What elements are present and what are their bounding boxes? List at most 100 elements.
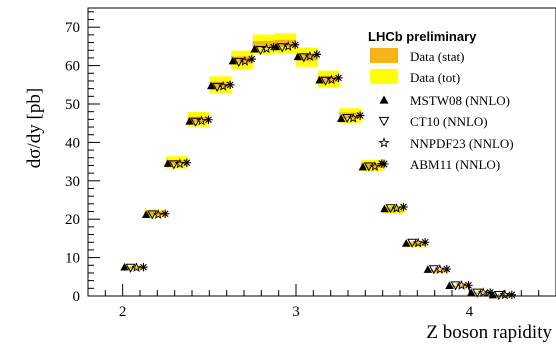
marker-open-star <box>499 289 511 300</box>
marker-asterisk <box>247 54 257 64</box>
y-tick-label: 70 <box>65 20 80 36</box>
y-tick-label: 10 <box>65 251 80 267</box>
marker-open-triangle-down <box>493 290 504 301</box>
marker-open-star <box>326 74 337 85</box>
marker-asterisk <box>160 209 170 219</box>
marker-filled-triangle-up <box>358 162 368 171</box>
marker-asterisk <box>269 42 278 52</box>
x-tick-label: 3 <box>292 304 300 320</box>
marker-open-triangle-down <box>472 288 483 298</box>
marker-open-star <box>304 50 316 61</box>
legend-label: Data (tot) <box>410 70 460 85</box>
x-axis-title: Z boson rapidity <box>426 322 552 343</box>
legend: LHCb preliminary Data (stat) Data (tot) MST… <box>368 29 514 172</box>
marker-asterisk <box>485 288 495 297</box>
marker-open-triangle-down <box>320 76 331 86</box>
marker-asterisk <box>139 263 148 272</box>
marker-filled-triangle-up <box>423 265 433 273</box>
y-tick-label: 50 <box>65 97 80 113</box>
marker-open-star <box>131 262 142 273</box>
marker-open-triangle-down <box>212 82 223 92</box>
marker-open-triangle-down <box>147 210 158 220</box>
marker-filled-triangle-up <box>120 263 129 271</box>
marker-asterisk <box>312 50 322 59</box>
marker-asterisk <box>225 80 235 89</box>
data-stat-box <box>426 269 448 273</box>
legend-title: LHCb preliminary <box>368 29 477 44</box>
marker-filled-triangle-up <box>445 281 454 289</box>
marker-asterisk <box>420 238 430 247</box>
marker-open-star <box>239 55 251 66</box>
marker-filled-triangle-up <box>315 75 324 84</box>
marker-asterisk <box>355 111 365 120</box>
marker-open-triangle-down <box>255 45 266 56</box>
marker-open-star <box>434 264 446 274</box>
y-tick-label: 40 <box>65 135 80 151</box>
y-axis-title: dσ/dy [pb] <box>24 88 45 168</box>
marker-filled-triangle-up <box>380 204 389 213</box>
prediction-markers <box>120 40 517 301</box>
marker-open-triangle-down <box>190 117 201 127</box>
marker-filled-triangle-up <box>250 44 259 53</box>
marker-filled-triangle-up <box>293 52 303 61</box>
legend-swatch <box>370 48 398 63</box>
legend-marker-asterisk <box>379 159 389 169</box>
marker-open-triangle-down <box>428 265 439 275</box>
plot-frame <box>87 7 556 297</box>
marker-asterisk <box>399 202 408 212</box>
marker-asterisk <box>442 264 452 274</box>
marker-asterisk <box>290 40 300 50</box>
x-tick-label: 2 <box>119 304 127 320</box>
data-stat-box <box>252 41 275 48</box>
marker-open-triangle-down <box>125 263 136 273</box>
x-tick-label: 4 <box>466 304 474 320</box>
legend-label: NNPDF23 (NNLO) <box>410 136 514 151</box>
legend-marker-open-star <box>378 137 390 148</box>
data-stat-box <box>404 242 426 247</box>
marker-open-star <box>456 279 467 290</box>
marker-filled-triangle-up <box>141 210 151 218</box>
marker-asterisk <box>464 281 473 290</box>
marker-open-star <box>347 112 359 123</box>
legend-label: MSTW08 (NNLO) <box>410 93 510 108</box>
legend-swatch <box>370 69 398 84</box>
marker-open-triangle-down <box>233 57 244 67</box>
legend-label: CT10 (NNLO) <box>410 114 488 129</box>
data-stat-box <box>382 207 405 212</box>
legend-marker-open-triangle-down <box>378 116 390 127</box>
marker-open-triangle-down <box>342 113 353 124</box>
marker-filled-triangle-up <box>228 56 238 65</box>
marker-filled-triangle-up <box>206 81 216 90</box>
marker-open-triangle-down <box>363 162 374 172</box>
marker-open-triangle-down <box>277 43 288 53</box>
marker-asterisk <box>182 158 192 167</box>
marker-open-star <box>412 237 424 248</box>
marker-asterisk <box>204 115 213 124</box>
marker-filled-triangle-up <box>185 117 194 125</box>
axes: 0 10 20 30 40 50 60 70 2 3 4 dσ/dy [pb] Z boson rapi… <box>24 7 556 343</box>
marker-filled-triangle-up <box>336 114 346 122</box>
marker-open-triangle-down <box>407 238 418 248</box>
marker-open-triangle-down <box>450 281 461 291</box>
legend-marker-filled-triangle-up <box>379 95 389 104</box>
marker-open-triangle-down <box>168 160 179 170</box>
marker-open-triangle-down <box>298 53 309 63</box>
data-stat-box <box>122 266 145 270</box>
marker-open-triangle-down <box>385 204 396 214</box>
y-tick-label: 30 <box>65 174 80 190</box>
y-tick-label: 0 <box>73 289 81 305</box>
marker-open-star <box>152 209 164 220</box>
y-tick-label: 60 <box>65 59 80 75</box>
marker-filled-triangle-up <box>401 239 411 247</box>
data-stat-box <box>469 292 491 294</box>
data-stat-box <box>339 112 361 119</box>
marker-open-star <box>369 161 381 172</box>
data-stat-box <box>447 285 470 288</box>
legend-label: Data (stat) <box>410 49 465 64</box>
data-stat-box <box>491 294 513 296</box>
marker-asterisk <box>334 73 343 83</box>
data-stat-box <box>296 53 318 61</box>
marker-filled-triangle-up <box>163 159 173 167</box>
y-tick-label: 20 <box>65 212 80 228</box>
